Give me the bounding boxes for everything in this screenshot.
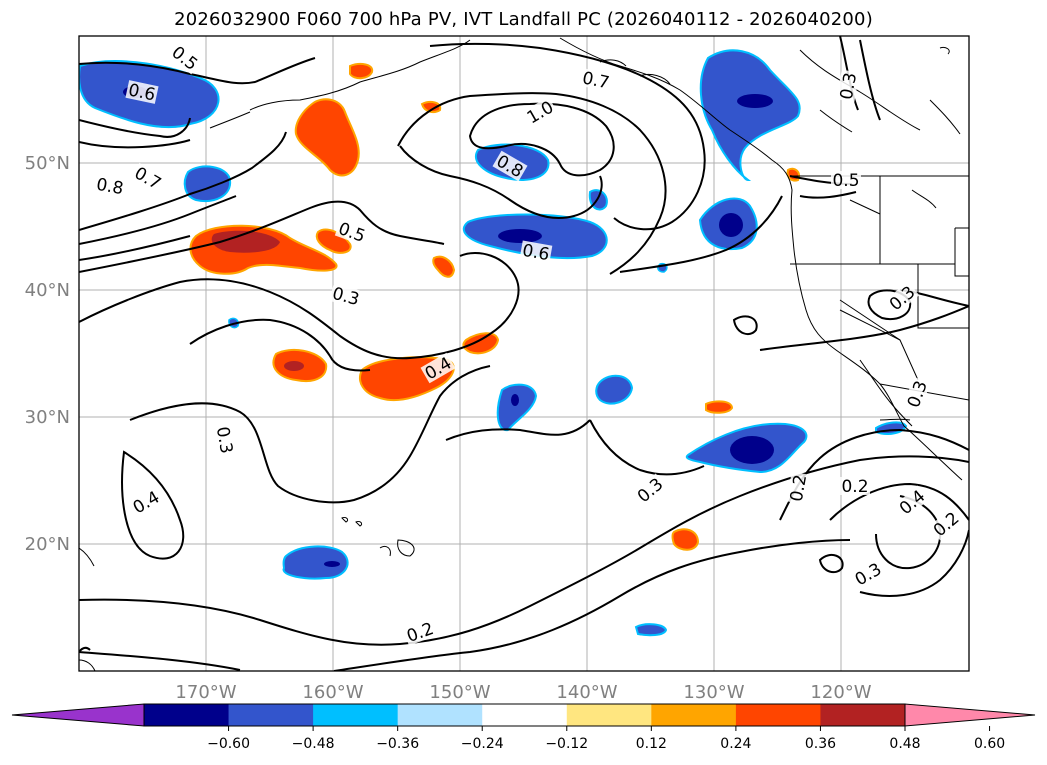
pv-positive-area [315, 228, 352, 254]
pv-positive-area [420, 101, 442, 113]
contour-label-bg [420, 352, 456, 384]
colorbar-tick-label: −0.60 [207, 736, 250, 752]
lon-label: 150°W [429, 682, 490, 703]
contour-label: 0.3 [212, 425, 236, 455]
contour-label-bg [128, 486, 164, 518]
contour-label-bg [840, 477, 870, 495]
pv-positive-core [211, 230, 280, 253]
contour-labels: 0.50.6 0.70.81.00.70.80.30.50.50.60.30.40… [93, 41, 964, 647]
pv-positive-area [462, 332, 500, 355]
contour-label-bg [329, 283, 363, 309]
pv-negative-area [699, 49, 801, 182]
contour-label-bg [125, 80, 159, 104]
colorbar-tick-label: 0.48 [889, 736, 920, 752]
colorbar-segment [820, 704, 906, 726]
map-title: 2026032900 F060 700 hPa PV, IVT Landfall… [174, 9, 873, 30]
contour-label-bg [167, 41, 203, 75]
colorbar-frame [143, 703, 906, 727]
colorbar-segment [482, 704, 568, 726]
colorbar-segment [313, 704, 399, 726]
colorbar-extend-low [11, 703, 145, 727]
lon-label: 140°W [556, 682, 617, 703]
colorbar-extend-high [904, 703, 1036, 727]
lat-label: 30°N [25, 407, 70, 428]
colorbar-segment [228, 704, 314, 726]
colorbar-tick-label: 0.60 [974, 736, 1005, 752]
colorbar-tick-label: 0.24 [720, 736, 751, 752]
colorbar-segment [651, 704, 737, 726]
contour-label-bg [93, 174, 127, 198]
contour-label: 0.5 [832, 171, 859, 191]
lat-label: 20°N [25, 534, 70, 555]
pv-positive-area [432, 255, 456, 278]
lat-label: 50°N [25, 153, 70, 174]
pv-positive-core [284, 361, 304, 371]
contour-label-bg [894, 485, 930, 519]
colorbar-segment [397, 704, 483, 726]
contour-label: 0.2 [787, 473, 811, 503]
colorbar-tick-label: 0.12 [636, 736, 667, 752]
contour-label-bg [130, 162, 166, 194]
colorbar: −0.60 −0.48 −0.36 −0.24 −0.12 0.12 0.24 0.36 0.4… [11, 703, 1036, 752]
map-plot-area [79, 36, 969, 671]
colorbar-segment [144, 704, 230, 726]
contour-label: 0.3 [837, 71, 861, 101]
pv-positive-area [705, 400, 734, 414]
contour-label: 0.6 [521, 241, 551, 265]
lon-label: 170°W [175, 682, 236, 703]
lon-label: 130°W [683, 682, 744, 703]
lat-label: 40°N [25, 280, 70, 301]
lon-label: 160°W [302, 682, 363, 703]
contour-label-bg [836, 69, 860, 103]
contour-label-bg [903, 376, 931, 412]
contour-label-bg [632, 473, 668, 507]
contour-label-bg [579, 68, 613, 92]
contour-label-bg [402, 618, 438, 646]
pv-negative-area [595, 374, 634, 405]
pv-negative-core [511, 394, 519, 406]
pv-negative-area [634, 623, 668, 637]
contour-label-bg [213, 423, 237, 457]
contour-label-bg [519, 240, 553, 264]
pv-negative-core [324, 561, 340, 567]
pv-positive-area [294, 98, 360, 177]
contour-label-bg [334, 218, 370, 246]
colorbar-tick-label: −0.48 [292, 736, 335, 752]
pv-negative-core [719, 213, 743, 237]
contour-label-bg [831, 171, 861, 189]
contour-label-bg [522, 96, 558, 128]
pv-positive-area [671, 528, 700, 551]
colorbar-segment [735, 704, 821, 726]
contour-label-bg [928, 507, 964, 541]
pv-negative-area [183, 165, 232, 202]
colorbar-tick-label: −0.12 [545, 736, 588, 752]
contour-label-bg [884, 281, 920, 315]
colorbar-tick-label: −0.24 [461, 736, 504, 752]
lon-label: 120°W [810, 682, 871, 703]
colorbar-tick-label: 0.36 [805, 736, 836, 752]
contour-label-bg [850, 558, 886, 590]
contour-label-bg [492, 150, 528, 182]
map-frame [78, 35, 970, 672]
gridlines [79, 36, 969, 671]
pv-negative-core [730, 436, 774, 464]
pv-negative-core [498, 229, 542, 243]
pv-contours [79, 36, 969, 671]
contour-label: 0.8 [95, 175, 125, 199]
contour-label: 0.2 [841, 477, 868, 497]
pv-positive-area [349, 63, 374, 80]
pv-negative-area [496, 383, 538, 432]
coastlines [79, 37, 969, 671]
colorbar-segment [566, 704, 652, 726]
colorbar-tick-label: −0.36 [376, 736, 419, 752]
contour-label-bg [786, 471, 810, 505]
pv-negative-area [282, 545, 349, 580]
pv-negative-core [737, 94, 773, 108]
